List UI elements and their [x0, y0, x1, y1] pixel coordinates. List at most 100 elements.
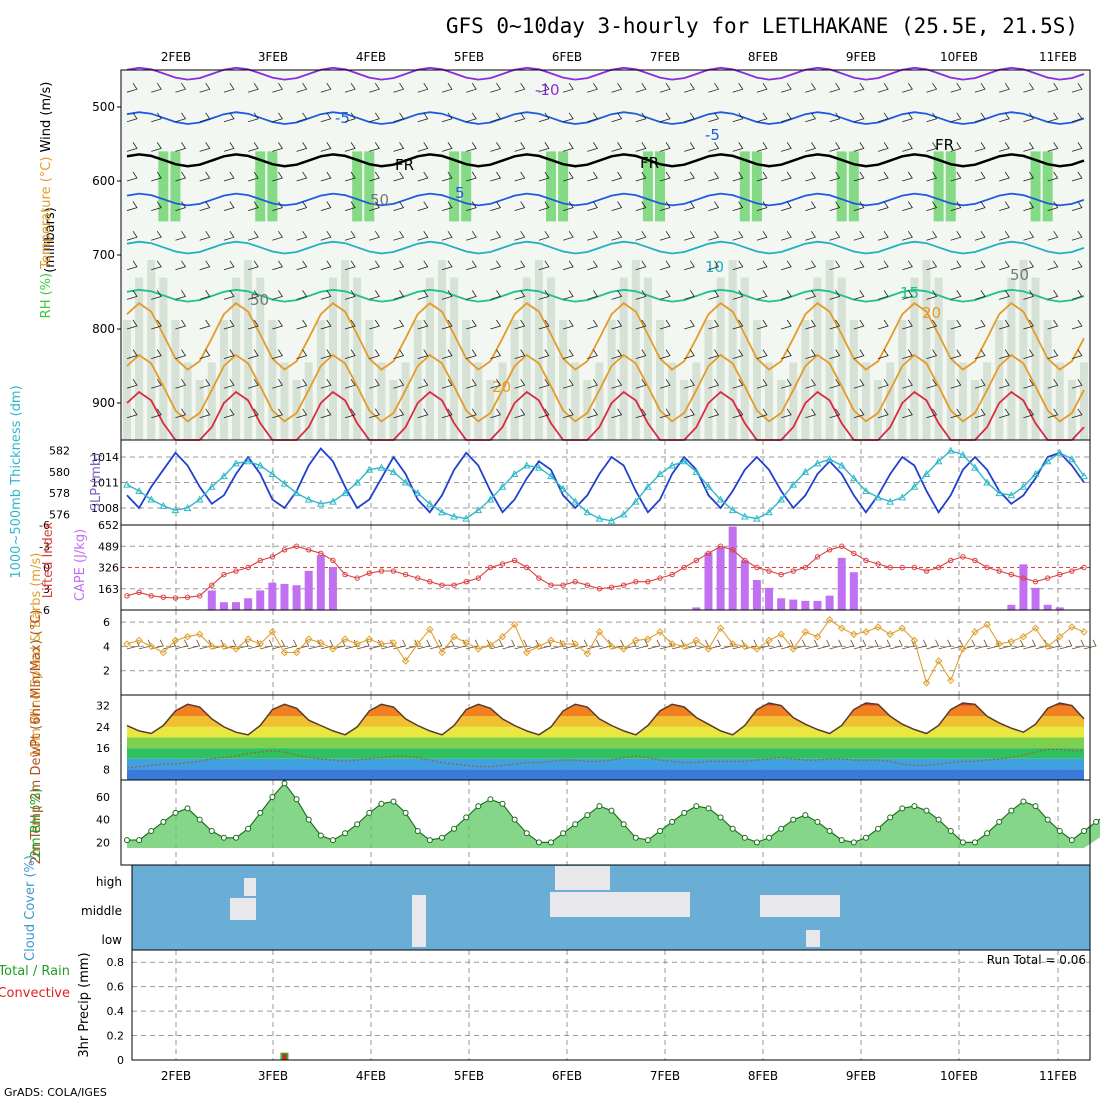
rh-moist-patch: [945, 151, 956, 222]
cape-bar: [801, 600, 810, 610]
lifted-point: [451, 582, 457, 588]
rh-shade: [534, 260, 543, 440]
rh-moist-patch: [933, 151, 944, 222]
wind-barb: [1047, 201, 1059, 211]
wind-barb: [514, 290, 526, 300]
contour-label: 10: [705, 258, 724, 276]
wind-barb: [344, 171, 356, 182]
surface-wind-barb: [175, 639, 189, 650]
wind-barb: [248, 82, 259, 93]
wind-speed-point: [317, 639, 325, 647]
wind-barb: [708, 408, 720, 419]
temperature-contour: [126, 111, 1085, 125]
wind-barb: [1047, 408, 1059, 419]
surface-wind-barb: [514, 639, 528, 650]
wind-barb: [853, 290, 865, 300]
wind-barb: [441, 260, 453, 271]
lifted-point: [960, 554, 966, 560]
wind-barb: [514, 82, 526, 93]
rh-point: [124, 837, 130, 844]
wind-speed-point: [813, 633, 822, 641]
wind-speed-point: [401, 657, 410, 665]
wind-barb: [1023, 201, 1035, 211]
wind-barb: [611, 201, 623, 211]
wind-barb: [538, 112, 550, 123]
wind-speed-point: [922, 679, 931, 687]
thickness-point: [1043, 457, 1052, 465]
wind-speed-point: [426, 625, 434, 634]
wind-barb: [732, 171, 744, 182]
wind-barb: [466, 112, 477, 123]
wind-speed-point: [462, 639, 470, 647]
wind-barb: [611, 408, 623, 419]
wind-barb: [950, 290, 962, 300]
panels: 2FEB 2FEB 3FEB 3FEB 4FEB 4FEB 5FEB 5FEB 6FEB 6FEB…: [0, 50, 1100, 1083]
thickness-point: [510, 469, 519, 477]
rh-shade: [123, 320, 131, 440]
wind-barb: [1071, 201, 1083, 211]
wind-barb: [1023, 319, 1035, 330]
wind-barb: [781, 408, 792, 419]
wind-barb: [926, 349, 938, 359]
temp-tick: 8: [103, 763, 110, 776]
rh-shade: [607, 320, 616, 440]
wind-barb: [272, 378, 283, 389]
wind-barb: [296, 319, 308, 330]
wind-barb: [199, 171, 211, 182]
wind-barb: [732, 112, 744, 123]
wind-barb: [974, 82, 986, 93]
wind-barb: [175, 378, 187, 389]
wind-barb: [659, 112, 671, 123]
cloud-patch: [760, 895, 840, 917]
wind-barb: [974, 201, 986, 211]
thickness-point: [1068, 455, 1076, 463]
rh-moist-patch: [170, 151, 181, 222]
wind-barb: [781, 260, 792, 271]
wind-barb: [199, 230, 211, 241]
wind-barb: [684, 82, 695, 93]
wind-barb: [126, 201, 138, 211]
wind-barb: [1047, 112, 1059, 123]
rh-moist-patch: [655, 151, 666, 222]
rh-point: [984, 830, 991, 837]
lifted-point: [306, 547, 312, 553]
wind-barb: [781, 349, 792, 359]
lifted-point: [221, 571, 227, 578]
thickness-point: [583, 508, 592, 516]
wind-barb: [223, 260, 235, 271]
rh-shade: [716, 277, 725, 440]
rh-shade: [958, 362, 967, 440]
wind-barb: [175, 201, 187, 211]
rh-point: [160, 818, 167, 825]
wind-barb: [272, 319, 283, 330]
wind-barb: [126, 82, 138, 93]
wind-speed-point: [220, 642, 228, 651]
rh-shade: [328, 277, 337, 440]
wind-barb: [490, 171, 502, 182]
wind-barb: [248, 142, 259, 152]
rh-tick: 60: [96, 791, 110, 804]
rh-2m-panel: 60 40 20 2m RH (%): [29, 779, 1100, 866]
wind-barb: [466, 230, 477, 241]
rh-point: [766, 834, 773, 841]
precip-tick: 0: [117, 1054, 124, 1067]
wind-barb: [562, 319, 574, 330]
cape-bar: [280, 583, 289, 610]
rh-shade: [668, 362, 677, 440]
wind-barb: [684, 290, 695, 300]
cape-tick: 163: [98, 583, 119, 596]
slp-ylabel: SLP (mb): [89, 453, 104, 512]
rh-point: [644, 837, 651, 844]
wind-barb: [538, 260, 550, 271]
wind-barb: [853, 378, 865, 389]
wind-barb: [248, 408, 259, 419]
wind-barb: [562, 378, 574, 389]
rh-moist-patch: [848, 151, 859, 222]
wind-barb: [151, 319, 162, 330]
precip-tick: 0.4: [107, 1005, 125, 1018]
wind-barb: [999, 82, 1010, 93]
wind-barb: [344, 142, 356, 152]
lifted-cape-panel: 652 489 326 163 -6 -3 0 3 6 Lifted Index CAPE (J/k…: [39, 519, 1091, 617]
wind-speed-point: [498, 633, 507, 641]
wind-barb: [466, 142, 477, 152]
